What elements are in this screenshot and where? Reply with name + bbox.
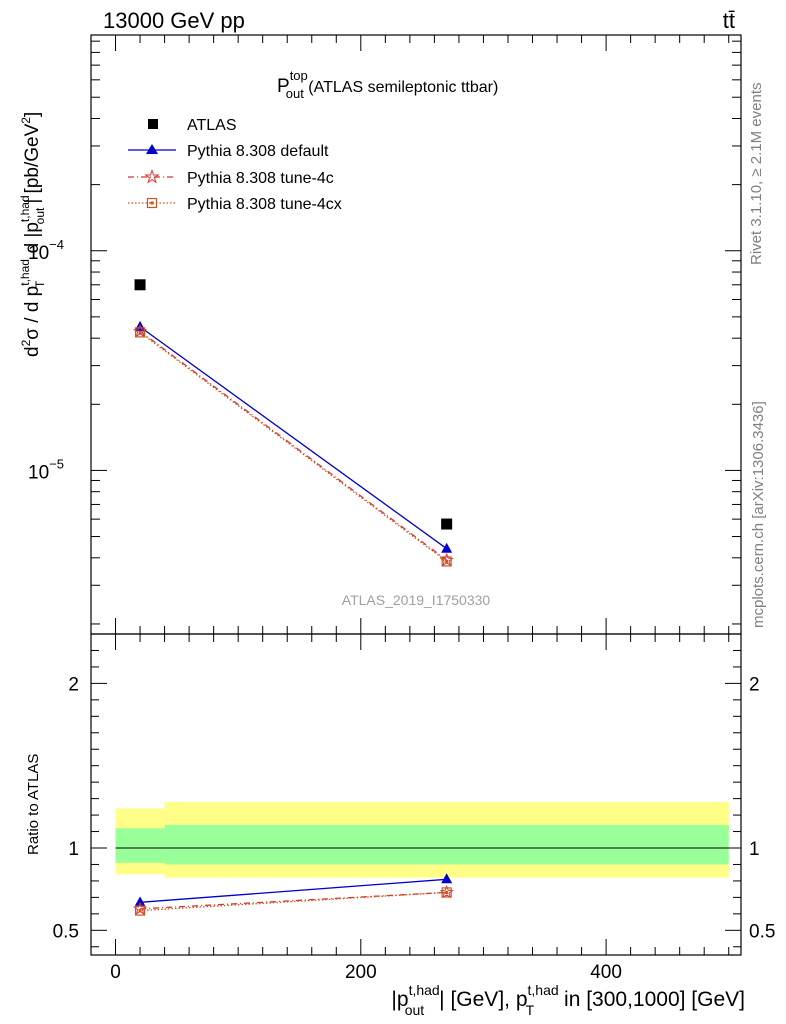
rivet-version-label: Rivet 3.1.10, ≥ 2.1M events [748,83,765,266]
main-point-s1-1 [441,542,453,553]
legend-default-marker [146,144,158,154]
main-point-s3-1-dot [445,559,449,563]
main-y-tick-label: 10−5 [28,456,64,483]
analysis-watermark: ATLAS_2019_I1750330 [342,592,491,608]
ratio-y-tick-label-right: 2 [749,674,760,695]
ratio-panel: 0.5 0.5 1 1 2 2 0 200 400 Ratio to ATLAS |pt,had… [25,633,775,1018]
ratio-frame [90,633,742,956]
ratio-point-s2-0 [134,905,146,916]
ratio-point-s2-1 [441,887,452,898]
main-axis-ticks: 10−410−5 [28,35,741,634]
x-tick-label: 200 [345,962,377,983]
legend-default-label: Pythia 8.308 default [187,143,329,160]
ratio-point-s0-0 [134,896,146,907]
ratio-y-tick-label-right: 1 [749,839,760,860]
main-y-axis-label: d2σ / d pt,hadT d |pt,hadout| [pb/GeV2] [18,112,47,357]
legend-item-tune4c: Pythia 8.308 tune-4c [128,169,334,187]
ratio-y-tick-label-left: 2 [68,674,79,695]
ratio-band-inner [115,828,165,863]
legend-atlas-marker [148,119,158,129]
main-y-tick-label-base: 10 [28,462,49,483]
main-series-line-3 [139,331,448,563]
main-point-s3-0 [134,327,146,338]
main-point-s0-1 [441,518,453,530]
main-data-marks [133,279,454,567]
legend-atlas-label: ATLAS [187,117,237,134]
ratio-y-tick-label-left: 0.5 [53,921,79,942]
legend-tune4cx-marker [146,197,158,209]
main-point-s0-0 [134,279,146,291]
ratio-uncertainty-bands [115,801,729,878]
legend: ATLAS Pythia 8.308 default Pythia 8.308 … [128,117,342,213]
ratio-band-inner [164,824,729,865]
main-point-s3-0-dot [138,330,142,334]
ratio-series-line-0 [140,878,447,903]
legend-tune4c-label: Pythia 8.308 tune-4c [187,170,334,187]
main-panel: 10−410−5 Ptop out (ATLAS semileptonic ttb… [18,34,742,635]
main-y-tick-label-base: 10 [28,243,49,264]
ratio-point-s0-1 [441,873,453,884]
x-axis-label: |pt,had out | [GeV], pt,had T in [300,1000]… [391,982,745,1018]
ratio-axis-ticks: 0.5 0.5 1 1 2 2 0 200 400 [53,634,775,983]
legend-item-default: Pythia 8.308 default [128,143,329,160]
main-series-line-1 [139,326,448,550]
main-y-tick-label-exp: −4 [49,237,64,252]
ratio-y-tick-label-left: 1 [68,839,79,860]
ratio-series-line-1 [140,891,447,910]
main-series-line-2 [139,330,448,561]
legend-item-tune4cx: Pythia 8.308 tune-4cx [128,196,342,213]
ratio-y-tick-label-right: 0.5 [749,921,775,942]
ratio-data-marks [133,873,454,916]
x-tick-label: 0 [110,962,121,983]
ratio-point-s2-0-dot [138,909,142,913]
header-process-label: tt̄ [723,8,735,33]
main-y-tick-label-exp: −5 [49,456,64,471]
main-point-s3-1 [441,556,452,567]
ratio-y-axis-label: Ratio to ATLAS [25,754,42,855]
main-title: Ptop out (ATLAS semileptonic ttbar) [277,68,498,101]
legend-tune4c-marker [144,169,160,184]
ratio-series-line-2 [140,891,447,912]
mcplots-source-label: mcplots.cern.ch [arXiv:1306.3436] [750,401,767,628]
legend-tune4cx-label: Pythia 8.308 tune-4cx [187,196,342,213]
legend-item-atlas: ATLAS [148,117,237,134]
legend-tune4cx-marker-dot [150,201,154,205]
x-tick-label: 400 [590,962,622,983]
ratio-point-s2-1-dot [445,890,449,894]
main-y-tick-label: 10−4 [28,237,64,264]
header-energy-label: 13000 GeV pp [103,8,245,33]
